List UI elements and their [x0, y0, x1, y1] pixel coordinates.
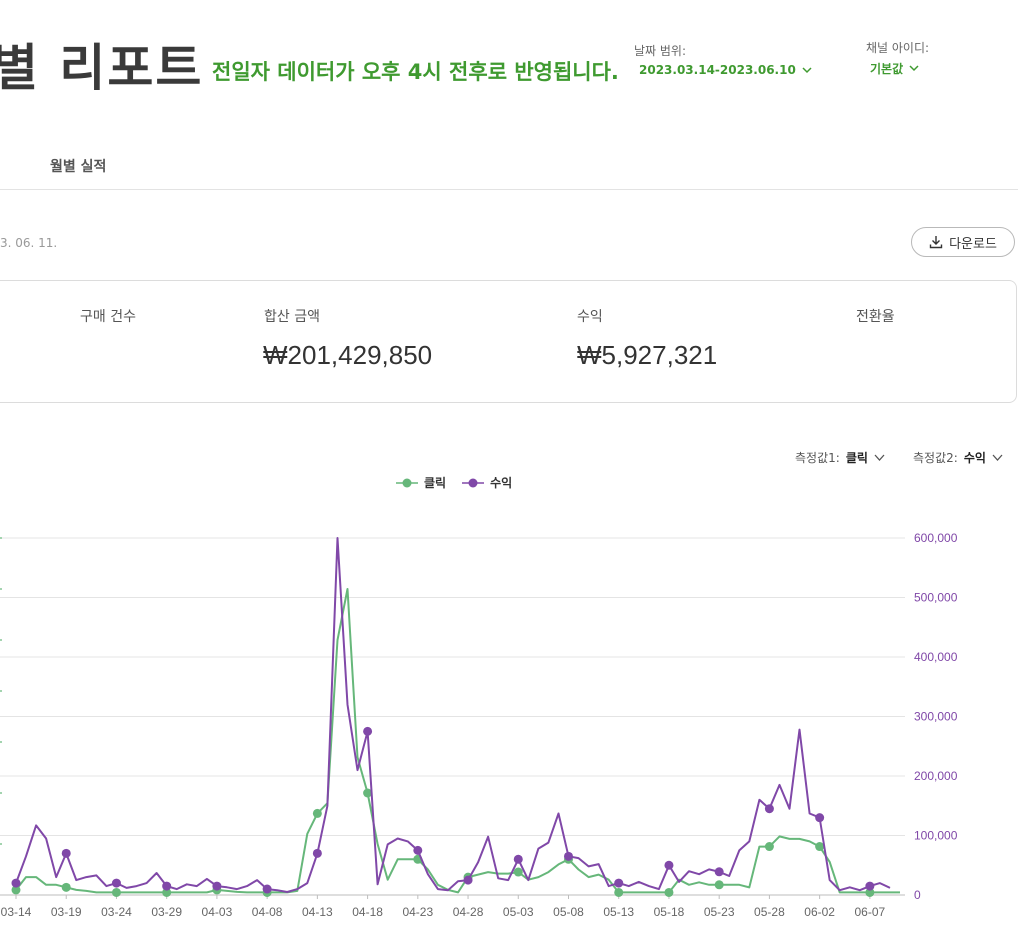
- clicks-data-point: [162, 887, 172, 897]
- chart-legend: 클릭 수익: [396, 474, 512, 491]
- x-axis-tick-label: 05-13: [603, 905, 634, 919]
- right-axis-tick-label: 400,000: [914, 650, 958, 664]
- metric2-value: 수익: [963, 451, 986, 465]
- clicks-data-point: [664, 887, 674, 897]
- download-label: 다운로드: [949, 236, 997, 252]
- chevron-down-icon: [802, 66, 812, 73]
- clicks-data-point: [815, 842, 825, 852]
- x-axis-tick-label: 05-08: [553, 905, 584, 919]
- right-axis-tick-label: 600,000: [914, 531, 958, 545]
- legend-marker-revenue: [462, 478, 485, 487]
- revenue-data-point: [865, 881, 875, 891]
- revenue-data-point: [312, 848, 322, 858]
- legend-marker-clicks: [396, 478, 418, 487]
- tab-divider: [0, 189, 1018, 190]
- revenue-data-point: [363, 726, 373, 736]
- total-amount-label: 합산 금액: [264, 309, 320, 325]
- legend-item-revenue[interactable]: 수익: [462, 474, 512, 491]
- chevron-down-icon: [909, 65, 919, 72]
- metric2-label: 측정값2:: [913, 451, 958, 465]
- x-axis-tick-label: 04-03: [202, 905, 233, 919]
- revenue-data-point: [162, 881, 172, 891]
- conversion-rate-label: 전환율: [856, 309, 895, 325]
- metric2-selector[interactable]: 측정값2: 수익: [913, 449, 1003, 466]
- x-axis-tick-label: 05-23: [704, 905, 735, 919]
- revenue-data-point: [11, 878, 21, 888]
- date-range-value: 2023.03.14-2023.06.10: [639, 63, 796, 77]
- x-axis-tick-label: 03-29: [151, 905, 182, 919]
- page-title: 별 리포트: [0, 39, 204, 97]
- purchases-label: 구매 건수: [80, 309, 136, 325]
- revenue-data-point: [664, 860, 674, 870]
- revenue-data-point: [111, 878, 121, 888]
- revenue-data-point: [614, 878, 624, 888]
- summary-card: [0, 280, 1017, 403]
- right-axis-tick-label: 0: [914, 888, 921, 902]
- revenue-data-point: [513, 854, 523, 864]
- x-axis-tick-label: 04-18: [352, 905, 383, 919]
- clicks-data-point: [111, 887, 121, 897]
- clicks-data-point: [714, 880, 724, 890]
- clicks-data-point: [312, 808, 322, 818]
- channel-id-dropdown[interactable]: 기본값: [870, 60, 919, 77]
- revenue-value: ₩5,927,321: [577, 340, 718, 370]
- tab-monthly-performance[interactable]: 월별 실적: [50, 159, 107, 175]
- chevron-down-icon: [874, 454, 885, 461]
- x-axis-tick-label: 04-13: [302, 905, 333, 919]
- right-axis-tick-label: 300,000: [914, 710, 958, 724]
- data-update-notice: 전일자 데이터가 오후 4시 전후로 반영됩니다.: [212, 60, 619, 84]
- revenue-label: 수익: [577, 309, 603, 325]
- clicks-data-point: [513, 867, 523, 877]
- last-updated-date: 3. 06. 11.: [0, 236, 58, 250]
- date-range-dropdown[interactable]: 2023.03.14-2023.06.10: [639, 63, 812, 77]
- legend-label-revenue: 수익: [490, 476, 513, 490]
- x-axis-tick-label: 05-18: [654, 905, 685, 919]
- clicks-data-point: [61, 882, 71, 892]
- x-axis-tick-label: 06-02: [804, 905, 835, 919]
- x-axis-tick-label: 05-03: [503, 905, 534, 919]
- revenue-data-point: [714, 867, 724, 877]
- total-amount-value: ₩201,429,850: [263, 340, 433, 370]
- revenue-data-point: [413, 845, 423, 855]
- x-axis-tick-label: 05-28: [754, 905, 785, 919]
- revenue-data-point: [463, 875, 473, 885]
- x-axis-tick-label: 04-28: [453, 905, 484, 919]
- revenue-data-point: [764, 804, 774, 814]
- revenue-series-line: [15, 537, 891, 893]
- legend-item-clicks[interactable]: 클릭: [396, 474, 446, 491]
- right-axis-tick-label: 500,000: [914, 591, 958, 605]
- metric1-selector[interactable]: 측정값1: 클릭: [795, 449, 885, 466]
- x-axis-tick-label: 04-23: [402, 905, 433, 919]
- chevron-down-icon: [992, 454, 1003, 461]
- x-axis-tick-label: 04-08: [252, 905, 283, 919]
- right-axis-tick-label: 200,000: [914, 769, 958, 783]
- clicks-data-point: [363, 788, 373, 798]
- x-axis-tick-label: 03-14: [1, 905, 32, 919]
- download-icon: [929, 236, 943, 249]
- clicks-data-point: [614, 887, 624, 897]
- legend-label-clicks: 클릭: [424, 476, 447, 490]
- revenue-data-point: [262, 884, 272, 894]
- revenue-data-point: [61, 848, 71, 858]
- channel-id-value: 기본값: [870, 62, 904, 76]
- x-axis-tick-label: 03-19: [51, 905, 82, 919]
- channel-id-label: 채널 아이디:: [866, 41, 930, 55]
- download-button[interactable]: 다운로드: [911, 227, 1015, 257]
- right-axis-tick-label: 100,000: [914, 829, 958, 843]
- revenue-data-point: [564, 851, 573, 861]
- clicks-data-point: [865, 887, 875, 897]
- clicks-data-point: [11, 885, 21, 895]
- revenue-data-point: [212, 881, 222, 891]
- x-axis-tick-label: 06-07: [855, 905, 886, 919]
- clicks-data-point: [764, 842, 774, 852]
- revenue-data-point: [815, 813, 825, 823]
- metric1-value: 클릭: [845, 451, 868, 465]
- line-chart: 0 100,000 200,000 300,000 400,000 500,000 600,…: [0, 531, 958, 919]
- date-range-label: 날짜 범위:: [634, 44, 687, 58]
- x-axis-tick-label: 03-24: [101, 905, 132, 919]
- metric1-label: 측정값1:: [795, 451, 840, 465]
